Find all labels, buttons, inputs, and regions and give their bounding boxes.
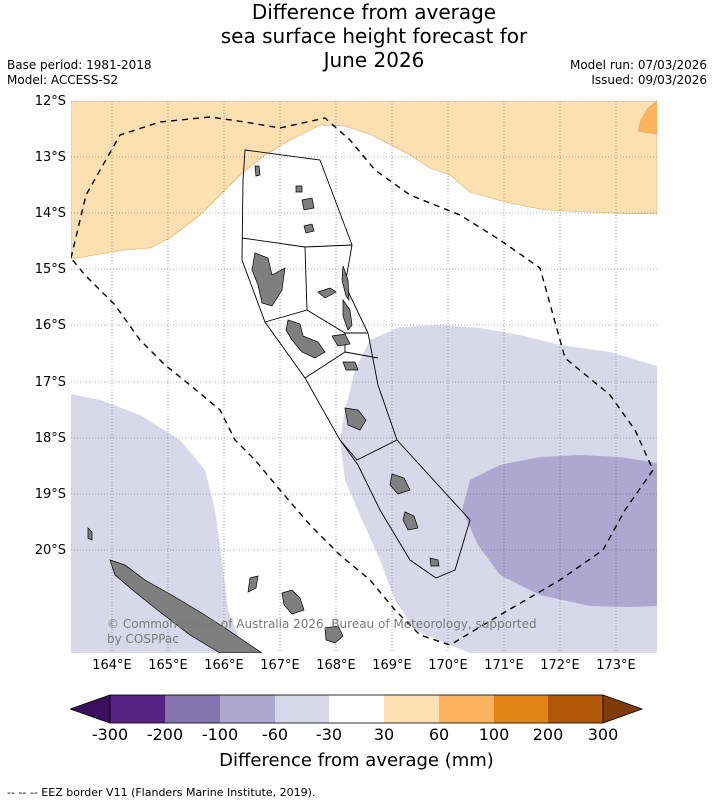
title-line-2: sea surface height forecast for: [220, 24, 528, 48]
colorbar-label: -60: [261, 725, 289, 744]
ambrym-island: [331, 333, 351, 347]
malakula-island: [285, 319, 326, 359]
colorbar-label: 200: [532, 725, 564, 744]
ambae-island: [317, 287, 337, 299]
lon-tick: 172°E: [540, 658, 580, 673]
colorbar-label: -30: [315, 725, 343, 744]
negative-anomaly-region-west: [71, 394, 245, 653]
colorbar-max-extension: [602, 694, 644, 724]
issued-date: Issued: 09/03/2026: [591, 73, 707, 87]
title-line-3: June 2026: [323, 48, 425, 72]
colorbar-segment: [494, 695, 548, 723]
colorbar: [70, 694, 644, 724]
colorbar-segment: [384, 695, 439, 723]
lat-tick: 16°S: [34, 318, 66, 333]
positive-anomaly-region: [71, 101, 657, 260]
colorbar-segment: [110, 695, 165, 723]
new-caledonia-main-island: [109, 559, 263, 653]
lon-tick: 170°E: [428, 658, 468, 673]
colorbar-segment: [548, 695, 603, 723]
lon-tick: 166°E: [204, 658, 244, 673]
gaua-island: [301, 197, 315, 211]
epi-island: [342, 361, 359, 371]
ouvea-island: [247, 575, 259, 593]
colorbar-segment: [165, 695, 220, 723]
colorbar-label: 300: [587, 725, 619, 744]
islands: [87, 165, 440, 653]
strong-positive-anomaly-patch: [637, 101, 657, 135]
chart-title: Difference from average sea surface heig…: [0, 0, 713, 72]
model-run: Model run: 07/03/2026: [569, 58, 707, 72]
lon-tick: 164°E: [92, 658, 132, 673]
meta-left: Base period: 1981-2018 Model: ACCESS-S2: [7, 58, 152, 88]
vanua-lava-island: [295, 185, 303, 193]
colorbar-segment: [220, 695, 275, 723]
lon-tick: 167°E: [260, 658, 300, 673]
lat-tick: 20°S: [34, 543, 66, 558]
lat-tick: 13°S: [34, 150, 66, 165]
anomaly-map: [71, 101, 657, 653]
base-period: Base period: 1981-2018: [7, 58, 152, 72]
colorbar-label: 100: [478, 725, 510, 744]
colorbar-label: -100: [201, 725, 239, 744]
eez-footnote: -- -- -- EEZ border V11 (Flanders Marine…: [7, 786, 316, 799]
pentecost-island: [342, 298, 353, 331]
meta-right: Model run: 07/03/2026 Issued: 09/03/2026: [570, 58, 707, 88]
maewo-island: [341, 265, 350, 302]
lon-tick: 165°E: [148, 658, 188, 673]
title-line-1: Difference from average: [251, 0, 497, 24]
torres-island: [254, 165, 261, 177]
colorbar-segment: [275, 695, 329, 723]
moderate-negative-anomaly-region: [462, 455, 657, 607]
colorbar-label: -200: [146, 725, 184, 744]
colorbar-title: Difference from average (mm): [219, 750, 494, 771]
espiritu-santo-island: [251, 252, 286, 307]
lon-tick: 173°E: [596, 658, 636, 673]
efate-island: [344, 407, 367, 431]
lat-tick: 14°S: [34, 206, 66, 221]
lon-tick: 169°E: [372, 658, 412, 673]
erromango-island: [389, 473, 411, 495]
aneityum-island: [429, 557, 440, 567]
colorbar-label: 30: [373, 725, 395, 744]
belep-island: [87, 527, 93, 541]
lat-tick: 18°S: [34, 431, 66, 446]
colorbar-label: 60: [428, 725, 450, 744]
lat-tick: 15°S: [34, 262, 66, 277]
lat-tick: 19°S: [34, 487, 66, 502]
lon-tick: 171°E: [484, 658, 524, 673]
model-name: Model: ACCESS-S2: [7, 73, 119, 87]
colorbar-segment: [439, 695, 494, 723]
lifou-island: [281, 589, 305, 615]
lon-tick: 168°E: [316, 658, 356, 673]
colorbar-segment: [329, 695, 384, 723]
eez-border: [71, 116, 654, 646]
colorbar-min-extension: [70, 694, 111, 724]
lat-tick: 12°S: [34, 94, 66, 109]
tanna-island: [402, 511, 419, 531]
region-divisions: [241, 237, 398, 461]
colorbar-label: -300: [91, 725, 129, 744]
mare-island: [324, 625, 344, 644]
small-island: [303, 223, 315, 234]
copyright-notice: © Commonwealth of Australia 2026, Bureau…: [107, 617, 537, 646]
lat-tick: 17°S: [34, 375, 66, 390]
